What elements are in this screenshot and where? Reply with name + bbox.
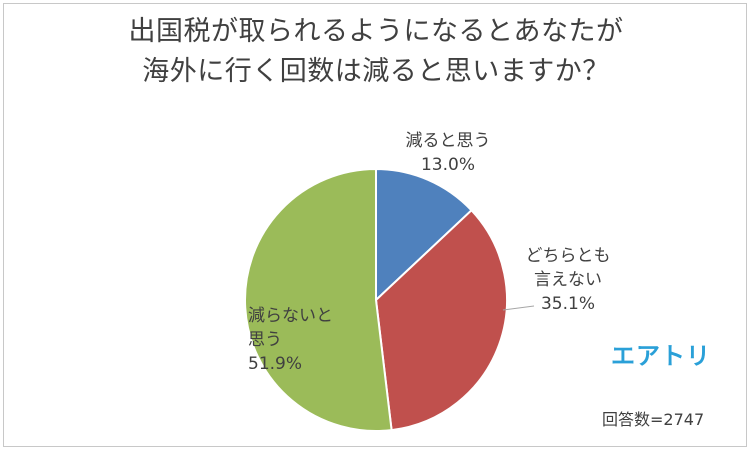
leader-line-1 — [502, 305, 535, 311]
slice-1-name-1: どちらとも — [525, 246, 611, 266]
slice-1-value: 35.1% — [540, 294, 595, 314]
slice-0-value: 13.0% — [420, 155, 475, 175]
pie-slice-0 — [375, 167, 473, 303]
brand-logo: エアトリ — [611, 342, 711, 370]
slice-1-name-2: 言えない — [534, 270, 602, 290]
slice-label-2: 減らないと 思う 51.9% — [248, 304, 348, 376]
slice-2-value: 51.9% — [248, 354, 303, 374]
slice-0-name: 減ると思う — [405, 131, 491, 151]
slice-2-name-1: 減らないと — [248, 306, 333, 326]
slice-label-1: どちらとも 言えない 35.1% — [508, 244, 628, 316]
slice-label-0: 減ると思う 13.0% — [388, 129, 508, 177]
slice-2-name-2: 思う — [248, 330, 282, 350]
chart-title-line-1: 出国税が取られるようになるとあなたが — [128, 16, 624, 47]
respondent-count: 回答数=2747 — [602, 410, 705, 429]
chart-title: 出国税が取られるようになるとあなたが 海外に行く回数は減ると思いますか？ — [0, 12, 752, 92]
chart-title-line-2: 海外に行く回数は減ると思いますか？ — [142, 56, 610, 87]
pie-slice-2 — [244, 167, 393, 432]
pie-slice-1 — [374, 208, 508, 432]
